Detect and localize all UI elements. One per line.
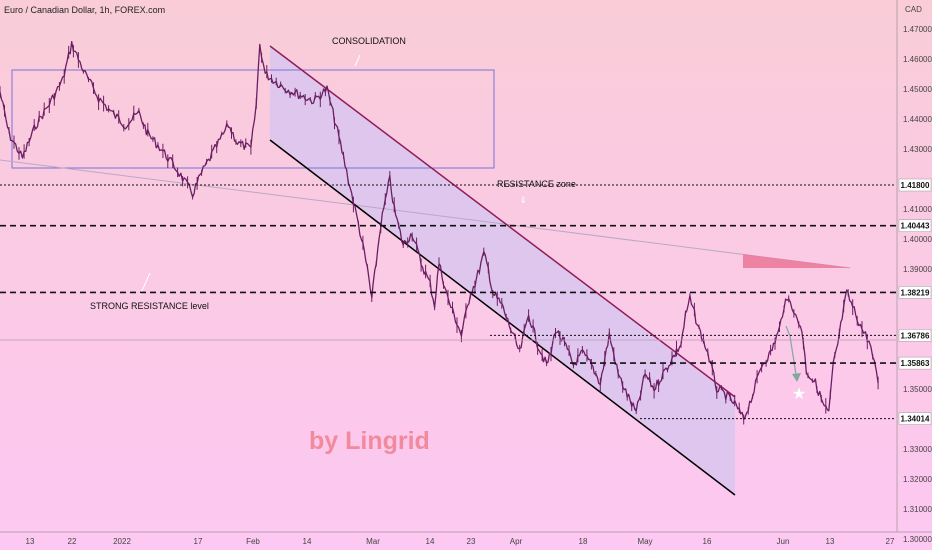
price-tick: 1.31000 — [903, 505, 932, 514]
level-tag-1.35863: 1.35863 — [901, 359, 930, 368]
level-tag-bg — [898, 286, 932, 299]
price-tick: 1.45000 — [903, 85, 932, 94]
symbol-header: Euro / Canadian Dollar, 1h, FOREX.com — [4, 5, 166, 15]
level-tag-bg — [898, 356, 932, 370]
price-tick: 1.46000 — [903, 55, 932, 64]
time-tick: 22 — [68, 537, 77, 546]
price-tick: 1.41000 — [903, 205, 932, 214]
consolidation-pointer — [354, 54, 361, 67]
price-tick: 1.39000 — [903, 265, 932, 274]
time-axis[interactable]: 13 22 2022 17 Feb 14 Mar 14 23 Apr 18 May 16 Jun 13 27 — [0, 531, 932, 546]
time-tick: Jun — [777, 537, 790, 546]
price-tick: 1.30000 — [903, 535, 932, 544]
level-tag-1.40443: 1.40443 — [901, 222, 930, 231]
time-tick: 27 — [886, 537, 895, 546]
resistance-zone-triangle — [743, 254, 852, 268]
strong-resistance-pointer — [139, 272, 151, 296]
level-tag-bg — [898, 178, 932, 192]
target-star: ★ — [792, 384, 806, 403]
price-tick: 1.47000 — [903, 25, 932, 34]
price-tick: 1.32000 — [903, 475, 932, 484]
level-tag-bg — [898, 329, 932, 342]
price-tick: 1.43000 — [903, 145, 932, 154]
level-tag-1.36786: 1.36786 — [901, 331, 930, 340]
annotation-consolidation: CONSOLIDATION — [332, 36, 406, 46]
price-tick: 1.33000 — [903, 445, 932, 454]
time-tick: 16 — [703, 537, 712, 546]
channel-fill — [270, 46, 735, 495]
price-series — [0, 40, 879, 425]
projection-arrowhead — [792, 373, 801, 382]
projection-arrow — [785, 325, 798, 382]
price-tick: 1.44000 — [903, 115, 932, 124]
level-tag-1.34014: 1.34014 — [901, 415, 930, 424]
consolidation-box — [11, 69, 495, 169]
price-tick: 1.40000 — [903, 235, 932, 244]
time-tick: 18 — [579, 537, 588, 546]
time-tick: 2022 — [113, 537, 131, 546]
time-tick: May — [637, 537, 652, 546]
time-tick: 13 — [26, 537, 35, 546]
author-watermark: by Lingrid — [309, 427, 430, 455]
time-tick: 23 — [467, 537, 476, 546]
level-tag-bg — [898, 412, 932, 425]
time-tick: Apr — [510, 537, 523, 546]
time-tick: 17 — [194, 537, 203, 546]
level-tag-bg — [898, 219, 932, 232]
time-tick: 13 — [826, 537, 835, 546]
resistance-zone-pointer: ⇓ — [519, 196, 527, 206]
annotation-resistance-zone: RESISTANCE zone — [497, 179, 576, 189]
trendline — [0, 159, 851, 269]
level-tag-1.38219: 1.38219 — [901, 288, 930, 297]
time-tick: 14 — [426, 537, 435, 546]
horizontal-levels: 1.41800 1.40443 1.38219 1.36786 1.35863 1.340… — [0, 178, 932, 425]
channel-upper-line — [269, 45, 736, 398]
time-tick: Feb — [246, 537, 260, 546]
price-tick: 1.35000 — [903, 385, 932, 394]
time-tick: 14 — [303, 537, 312, 546]
price-axis[interactable]: CAD 1.47000 1.46000 1.45000 1.44000 1.43000 1.… — [896, 0, 932, 550]
currency-label: CAD — [905, 5, 922, 14]
annotation-strong-resistance: STRONG RESISTANCE level — [90, 301, 209, 311]
level-tag-1.41800: 1.41800 — [901, 181, 930, 190]
time-tick: Mar — [366, 537, 380, 546]
channel-lower-line — [269, 139, 736, 496]
drawing-layer: ★⇓ — [0, 45, 852, 496]
